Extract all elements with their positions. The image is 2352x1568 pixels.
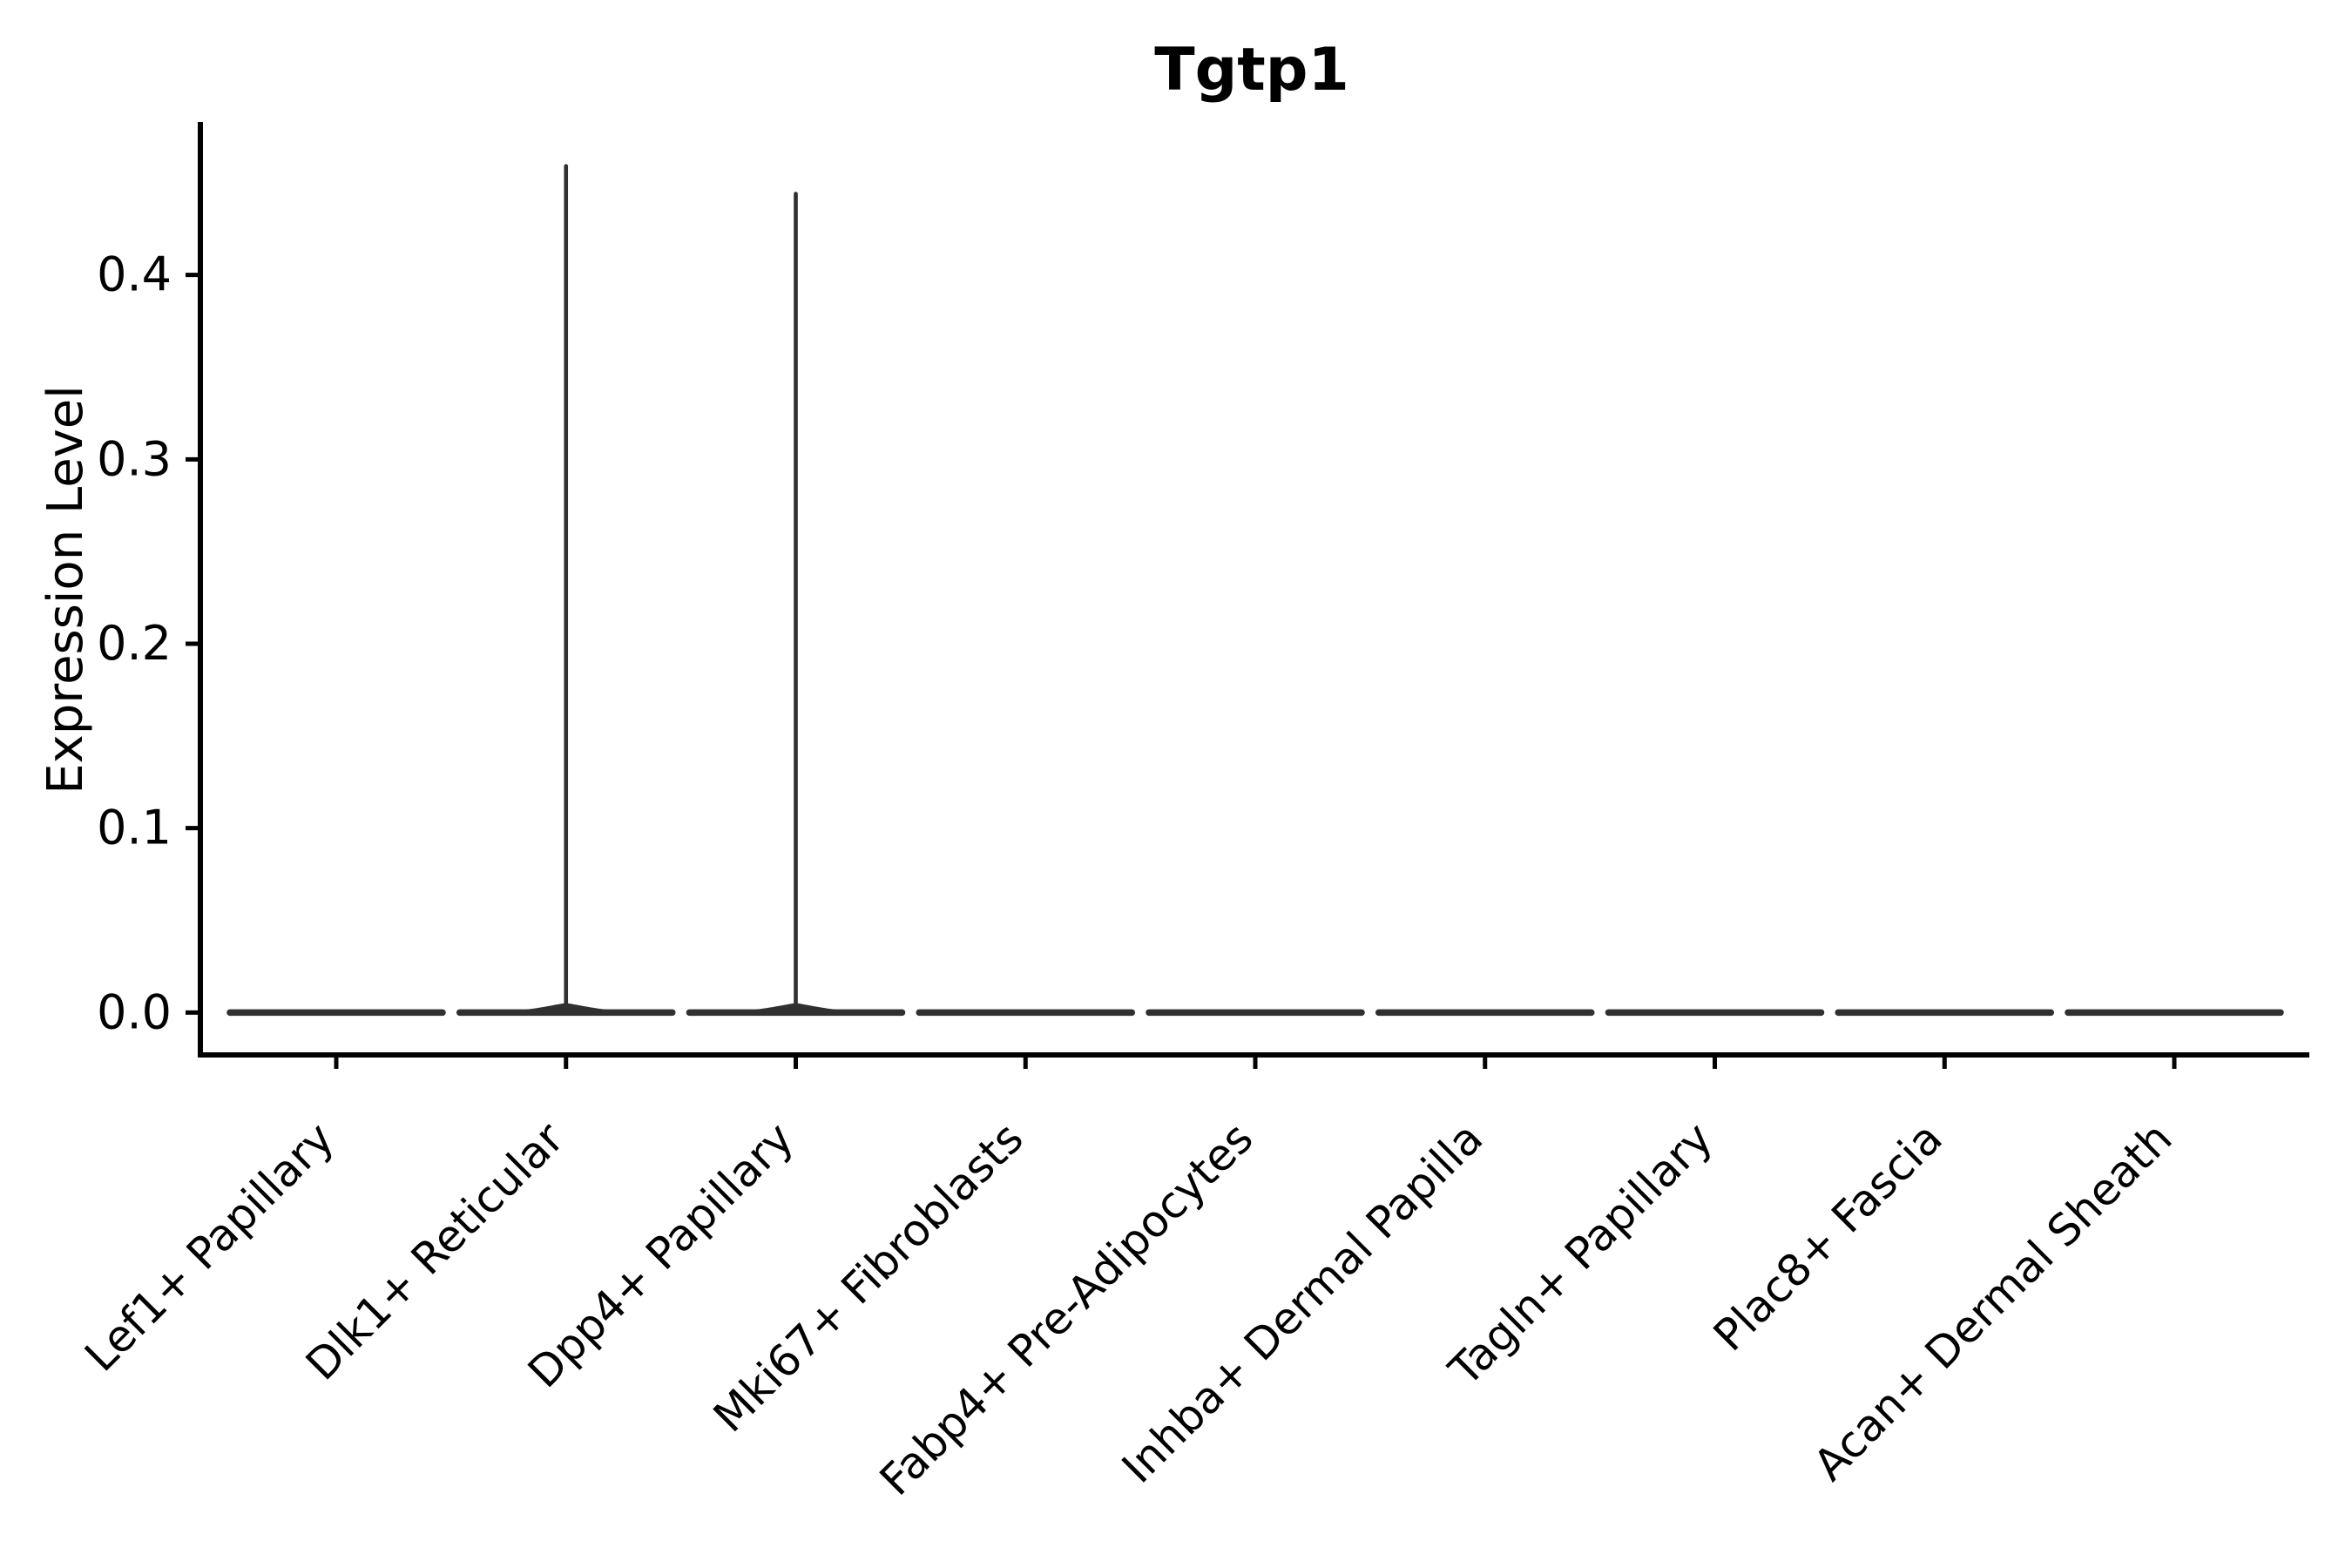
y-tick-label: 0.1: [97, 801, 172, 855]
y-tick-label: 0.4: [97, 247, 172, 302]
x-tick-label: Fabp4+ Pre-Adipocytes: [870, 1112, 1263, 1505]
y-tick-label: 0.2: [97, 616, 172, 671]
x-tick-label: Plac8+ Fascia: [1704, 1112, 1952, 1361]
violin: [686, 192, 906, 1017]
chart-title: Tgtp1: [1154, 36, 1349, 105]
y-tick-label: 0.3: [97, 431, 172, 486]
violins-layer: [226, 164, 2284, 1017]
violin: [456, 164, 676, 1017]
axes-layer: [186, 122, 2309, 1069]
y-axis-label: Expression Level: [37, 385, 94, 794]
y-tick-label: 0.0: [97, 984, 172, 1039]
x-tick-label: Lef1+ Papillary: [75, 1112, 343, 1381]
